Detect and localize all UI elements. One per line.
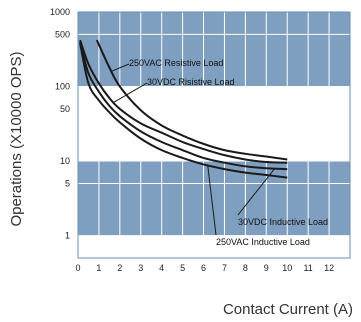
annotation-leaders <box>111 63 276 236</box>
series-line <box>79 41 288 171</box>
x-axis-title: Contact Current (A) <box>223 301 353 318</box>
series-line <box>79 43 288 179</box>
plot-band <box>78 86 350 162</box>
annotation-leader <box>113 82 148 103</box>
annotation-leader <box>111 63 130 72</box>
curves <box>79 39 288 179</box>
annotation-label: 30VDC Inductive Load <box>238 217 328 227</box>
y-tick-label: 10 <box>60 156 70 166</box>
y-tick-label: 500 <box>55 29 70 39</box>
annotation-leader <box>237 168 276 216</box>
annotation-label: 30VDC Risistive Load <box>147 77 235 87</box>
x-tick-label: 1 <box>96 263 101 273</box>
plot-area <box>77 11 351 259</box>
x-tick-label: 0 <box>75 263 80 273</box>
annotations: 250VAC Resistive Load 30VDC Risistive Loa… <box>129 58 328 247</box>
annotation-label: 250VAC Inductive Load <box>216 237 310 247</box>
y-axis-title: Operations (X10000 OPS) <box>8 51 25 226</box>
annotation-leader <box>207 165 217 236</box>
y-tick-label: 1000 <box>50 7 70 17</box>
plot-band <box>78 235 350 258</box>
plot-band <box>78 12 350 87</box>
plot-bands <box>78 12 350 258</box>
x-tick-label: 7 <box>222 263 227 273</box>
y-tick-label: 1 <box>65 231 70 241</box>
y-tick-label: 100 <box>55 82 70 92</box>
y-tick-labels: 1 5 10 50 100 500 1000 <box>50 7 70 241</box>
plot-band <box>78 161 350 236</box>
x-tick-label: 10 <box>282 263 292 273</box>
x-tick-label: 3 <box>138 263 143 273</box>
x-tick-label: 6 <box>201 263 206 273</box>
annotation-label: 250VAC Resistive Load <box>129 58 223 68</box>
x-tick-label: 11 <box>303 263 312 273</box>
x-tick-label: 2 <box>117 263 122 273</box>
y-tick-label: 50 <box>60 104 70 114</box>
series-line <box>79 39 288 164</box>
x-tick-label: 12 <box>324 263 334 273</box>
x-tick-label: 9 <box>264 263 269 273</box>
series-line <box>95 39 288 161</box>
x-tick-label: 8 <box>243 263 248 273</box>
x-tick-labels: 0 1 2 3 4 5 6 7 8 9 10 11 12 <box>75 263 334 273</box>
y-tick-label: 5 <box>65 178 70 188</box>
x-tick-label: 5 <box>180 263 185 273</box>
x-tick-label: 4 <box>159 263 164 273</box>
